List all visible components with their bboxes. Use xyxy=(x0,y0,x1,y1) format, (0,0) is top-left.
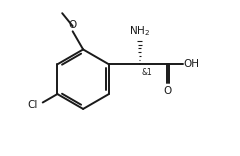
Text: NH$_2$: NH$_2$ xyxy=(129,24,150,38)
Text: O: O xyxy=(164,86,172,96)
Text: Cl: Cl xyxy=(28,100,38,110)
Text: &1: &1 xyxy=(141,68,152,77)
Text: OH: OH xyxy=(184,59,200,69)
Text: O: O xyxy=(69,20,77,30)
